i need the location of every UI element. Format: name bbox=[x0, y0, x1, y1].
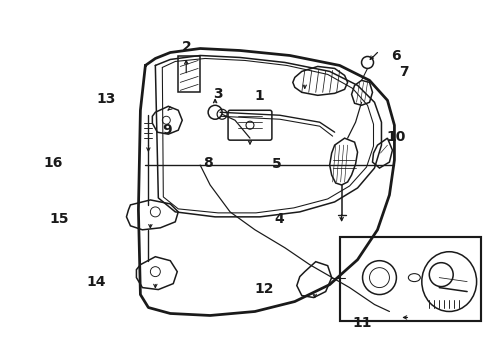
Polygon shape bbox=[126, 200, 178, 230]
Text: 8: 8 bbox=[203, 156, 213, 170]
Text: 11: 11 bbox=[352, 316, 372, 330]
Polygon shape bbox=[352, 80, 372, 105]
Polygon shape bbox=[297, 262, 332, 298]
Ellipse shape bbox=[408, 274, 420, 282]
Polygon shape bbox=[293, 67, 347, 95]
Bar bbox=[178, 57, 200, 92]
Ellipse shape bbox=[422, 252, 477, 311]
Text: 9: 9 bbox=[162, 123, 171, 137]
Text: 13: 13 bbox=[96, 92, 116, 106]
Text: 4: 4 bbox=[274, 212, 284, 226]
Text: 7: 7 bbox=[399, 66, 408, 80]
Text: 2: 2 bbox=[182, 40, 191, 54]
Polygon shape bbox=[152, 106, 182, 134]
Text: 16: 16 bbox=[44, 156, 63, 170]
Text: 6: 6 bbox=[392, 49, 401, 63]
Polygon shape bbox=[136, 257, 177, 289]
Text: 12: 12 bbox=[255, 282, 274, 296]
Text: 10: 10 bbox=[387, 130, 406, 144]
Text: 14: 14 bbox=[86, 275, 106, 289]
Bar bbox=[340, 237, 481, 321]
Text: 5: 5 bbox=[272, 157, 282, 171]
FancyBboxPatch shape bbox=[228, 110, 272, 140]
Text: 15: 15 bbox=[50, 212, 69, 226]
Polygon shape bbox=[372, 138, 392, 168]
Text: 1: 1 bbox=[255, 89, 265, 103]
Text: 3: 3 bbox=[213, 87, 223, 101]
Polygon shape bbox=[330, 138, 358, 185]
